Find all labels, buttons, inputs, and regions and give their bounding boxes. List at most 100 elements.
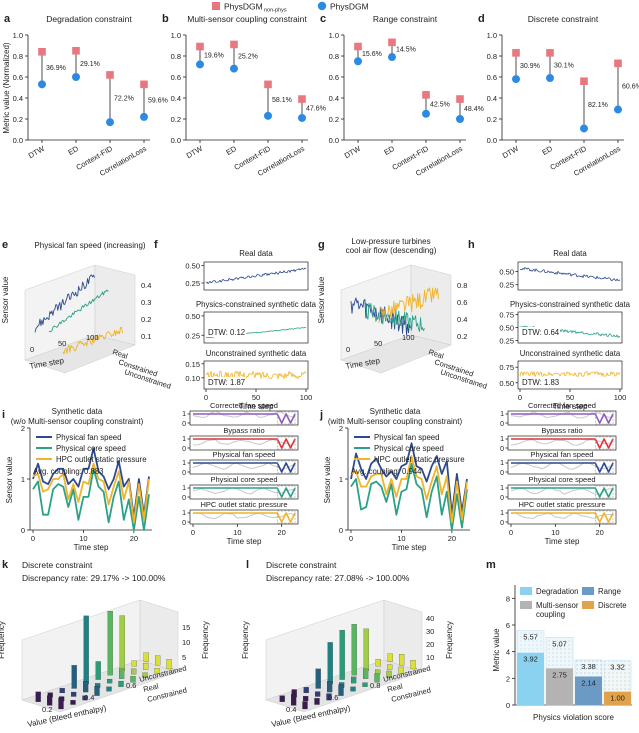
mini-ytick-label-i: 0 <box>182 446 186 453</box>
y-tick-label-c: 0.4 <box>329 94 339 103</box>
y-tick-label-h: 0.50 <box>499 324 514 333</box>
coupling-series-i <box>32 462 150 524</box>
legend-label-m: Degradation <box>536 587 578 596</box>
histogram-bar-k <box>119 615 125 671</box>
histogram-bar-k <box>94 686 100 696</box>
phys-point-d <box>546 74 554 83</box>
outer-value-label-m: 5.57 <box>523 633 538 642</box>
mini-violation-box-i <box>277 411 296 425</box>
mini-panel-frame-i <box>189 509 299 525</box>
mini-panel-title-j: Corrected fan speed <box>528 401 596 410</box>
x-tick-label-b: ED <box>224 144 238 157</box>
histogram-bar-l <box>279 695 285 702</box>
non-phys-point-a <box>72 46 80 55</box>
histogram-bar-l <box>362 682 368 687</box>
phys-point-c <box>456 115 464 123</box>
reduction-label-b: 58.1% <box>272 97 292 104</box>
y-tick-label-a: 1.0 <box>13 31 23 40</box>
x-tick-label-d: DTW <box>501 143 521 160</box>
z-tick-label-e: 0.1 <box>141 332 151 341</box>
y-tick-label-m: 8 <box>506 594 510 603</box>
mini-ytick-label-j: 1 <box>500 485 504 492</box>
panel-letter-e: e <box>2 239 8 251</box>
legend-label-i: HPC outlet static pressure <box>56 455 147 464</box>
z-tick-label-g: 0.8 <box>457 281 467 290</box>
depth-label-k: Real <box>142 681 159 694</box>
y-tick-label-d: 0.4 <box>487 94 497 103</box>
legend-label-j: Physical fan speed <box>374 433 439 442</box>
panel-title-l: Discrete constraint <box>266 560 337 570</box>
y-tick-label-f: 0.25 <box>185 279 200 288</box>
histogram-bar-k <box>131 660 137 667</box>
y-tick-label-d: 1.0 <box>487 31 497 40</box>
x-tick-label-j: 0 <box>349 534 353 543</box>
z-tick-label-k: 5 <box>182 653 186 662</box>
inner-value-label-m: 1.00 <box>610 694 625 703</box>
sensor-trace-e <box>34 274 95 333</box>
panel-annotation-k: Discrepancy rate: 29.17% -> 100.00% <box>22 573 166 583</box>
y-tick-label-h: 0.50 <box>499 268 514 277</box>
legend-blue-marker <box>317 1 327 11</box>
panel-annotation-l: Discrepancy rate: 27.08% -> 100.00% <box>266 573 410 583</box>
panel-letter-g: g <box>318 239 325 251</box>
x-tick-label-l: 0.8 <box>370 681 380 690</box>
phys-point-d <box>614 105 622 114</box>
dtw-bg-f <box>206 377 246 387</box>
legend-label-i: Physical core speed <box>56 444 126 453</box>
mini-violation-box-i <box>277 460 296 474</box>
phys-point-a <box>38 80 46 89</box>
histogram-bar-k <box>143 663 149 670</box>
histogram-bar-k <box>131 668 137 675</box>
z-axis-label-e: Sensor value <box>1 276 10 323</box>
non-phys-point-d <box>512 49 520 57</box>
z-tick-label-e: 0.4 <box>141 281 151 290</box>
mini-ytick-label-j: 0 <box>500 520 504 527</box>
histogram-bar-k <box>82 695 88 701</box>
y-axis-label-i: Sensor value <box>5 456 14 503</box>
legend-blue-label: PhysDGM <box>330 2 369 12</box>
x-tick-label-i: 10 <box>79 534 87 543</box>
y-tick-label-f: 0.50 <box>185 312 200 321</box>
sensor-trace-g <box>378 287 439 323</box>
reduction-label-c: 15.6% <box>362 51 382 58</box>
mini-panel-frame-i <box>189 459 299 475</box>
panel-letter-m: m <box>486 559 496 571</box>
histogram-bar-k <box>155 655 161 666</box>
non-phys-point-c <box>354 42 362 51</box>
mini-panel-frame-j <box>507 410 617 426</box>
mini-ytick-label-i: 1 <box>182 485 186 492</box>
panel-title-g-line2: cool air flow (descending) <box>346 246 437 255</box>
mini-ytick-label-j: 0 <box>500 470 504 477</box>
x-tick-label-f: 100 <box>300 393 313 402</box>
y-axis-label-j: Sensor value <box>323 456 332 503</box>
mini-color-trace-i <box>193 413 296 424</box>
y-tick-label-a: 0.8 <box>13 52 23 61</box>
dtw-bg-f <box>206 327 246 337</box>
histogram-bar-l <box>339 630 345 680</box>
mini-panel-frame-i <box>189 435 299 451</box>
x-tick-label-c: DTW <box>343 143 363 160</box>
z-tick-label-e: 0.3 <box>141 298 151 307</box>
mini-xtick-label-j: 0 <box>509 528 513 537</box>
histogram-bar-l <box>386 670 392 678</box>
y-tick-label-m: 4 <box>506 648 510 657</box>
y-tick-label-h: 0.25 <box>499 281 514 290</box>
mini-violation-box-j <box>595 485 614 499</box>
x-tick-label-b: DTW <box>185 143 205 160</box>
legend-label-i: Physical fan speed <box>56 433 121 442</box>
subplot-trace-h <box>519 267 621 282</box>
dtw-label-h: DTW: 0.64 <box>522 328 560 337</box>
subplot-title-f: Unconstrained synthetic data <box>206 349 307 358</box>
histogram-bar-l <box>363 668 369 679</box>
inner-value-label-m: 2.14 <box>581 678 596 687</box>
histogram-bar-l <box>350 686 356 692</box>
legend-label-j: Physical core speed <box>374 444 444 453</box>
panel-title-e: Physical fan speed (increasing) <box>34 241 146 250</box>
panel-title-c: Range constraint <box>373 14 438 24</box>
histogram-bar-l <box>351 624 357 676</box>
reduction-label-b: 25.2% <box>238 54 258 61</box>
mini-ytick-label-j: 1 <box>500 436 504 443</box>
outer-value-label-m: 5.07 <box>552 639 567 648</box>
panel-subtitle-j: (with Multi-sensor coupling constraint) <box>328 417 463 426</box>
histogram-bar-l <box>363 628 369 671</box>
